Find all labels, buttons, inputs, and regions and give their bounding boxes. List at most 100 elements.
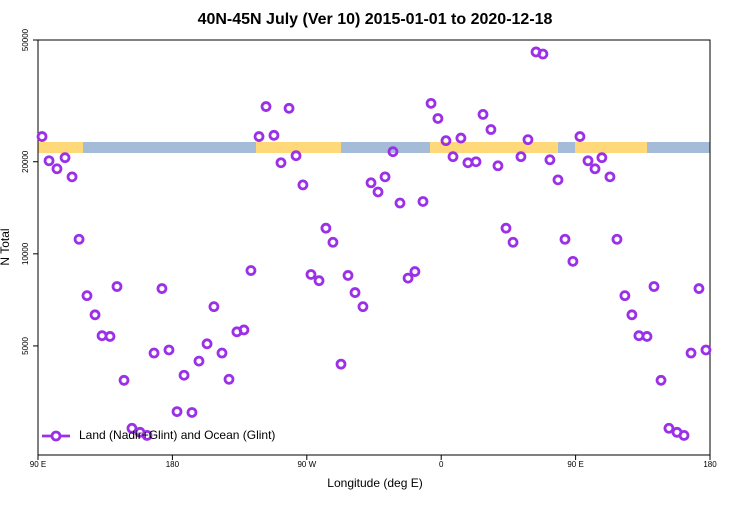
x-tick-label: 90 W: [297, 460, 316, 469]
point: [73, 233, 85, 245]
point: [193, 355, 205, 367]
point: [297, 179, 309, 191]
point: [126, 422, 138, 434]
point: [537, 48, 549, 60]
point: [81, 290, 93, 302]
point: [552, 174, 564, 186]
point: [171, 406, 183, 417]
point: [455, 132, 467, 144]
point: [619, 290, 631, 302]
point: [402, 272, 414, 284]
point: [485, 124, 497, 135]
x-tick-label: 180: [703, 460, 717, 469]
point: [693, 283, 705, 294]
point: [700, 344, 712, 356]
point: [589, 163, 601, 175]
point: [357, 301, 369, 313]
point: [648, 281, 660, 292]
point: [223, 373, 235, 385]
point: [544, 154, 556, 166]
point: [141, 429, 153, 441]
point: [447, 151, 459, 163]
chart-title: 40N-45N July (Ver 10) 2015-01-01 to 2020…: [198, 11, 553, 28]
point: [104, 331, 116, 342]
point: [320, 222, 332, 234]
point: [349, 287, 361, 298]
point: [268, 129, 280, 141]
x-tick-label: 180: [166, 460, 180, 469]
point: [365, 177, 377, 189]
point: [208, 301, 220, 313]
point: [596, 152, 608, 164]
point: [582, 155, 594, 167]
point: [515, 151, 527, 163]
point: [409, 266, 421, 277]
point: [470, 156, 482, 168]
point: [417, 196, 429, 207]
point: [574, 131, 586, 142]
legend-label: Land (Nadir+Glint) and Ocean (Glint): [79, 428, 275, 442]
point: [522, 134, 534, 146]
point: [89, 309, 101, 321]
map-strip: [38, 142, 710, 153]
point: [290, 150, 302, 162]
x-axis-label: Longitude (deg E): [327, 476, 422, 490]
point: [163, 344, 175, 356]
point: [477, 109, 489, 120]
point: [559, 233, 571, 245]
point: [260, 101, 272, 112]
point: [51, 163, 63, 175]
point: [327, 236, 339, 248]
point: [313, 275, 325, 287]
x-tick-label: 90 E: [567, 460, 583, 469]
point: [216, 347, 228, 359]
y-tick-label: 5000: [21, 336, 30, 354]
point: [641, 331, 653, 342]
legend-marker: [50, 430, 62, 442]
point: [238, 324, 250, 336]
point: [253, 131, 265, 142]
point: [379, 171, 391, 183]
point: [156, 283, 168, 294]
point: [655, 374, 667, 386]
point: [148, 347, 160, 359]
point: [275, 157, 287, 169]
point: [663, 422, 675, 434]
point: [567, 255, 579, 267]
point: [66, 171, 78, 183]
plot-frame: [37, 39, 711, 456]
point: [425, 97, 437, 109]
point: [685, 347, 697, 359]
point: [111, 281, 123, 292]
point: [186, 407, 198, 418]
point: [43, 155, 55, 167]
point: [178, 369, 190, 381]
y-tick-label: 50000: [21, 28, 30, 51]
point: [118, 374, 130, 386]
x-tick-label: 90 E: [30, 460, 46, 469]
point: [492, 160, 504, 172]
y-tick-label: 10000: [21, 242, 30, 265]
point: [500, 222, 512, 234]
point: [372, 186, 384, 198]
point: [611, 233, 623, 245]
point: [36, 131, 48, 142]
point: [59, 152, 71, 164]
point: [507, 236, 519, 248]
point: [283, 102, 295, 114]
point: [604, 171, 616, 183]
point: [305, 269, 317, 280]
point: [201, 338, 213, 350]
y-axis-label: N Total: [0, 228, 12, 265]
point: [335, 358, 347, 370]
point: [394, 197, 406, 209]
point: [432, 113, 444, 124]
point: [342, 270, 354, 281]
point: [678, 429, 690, 441]
y-tick-label: 20000: [21, 150, 30, 173]
point: [387, 146, 399, 158]
point: [245, 265, 257, 276]
point: [626, 309, 638, 321]
point: [440, 135, 452, 147]
